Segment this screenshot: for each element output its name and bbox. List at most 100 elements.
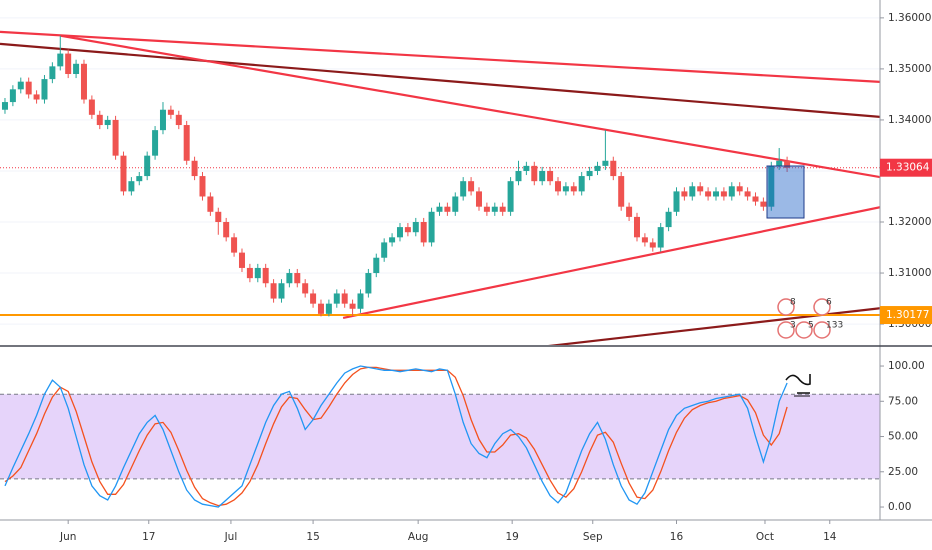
candle-body xyxy=(381,242,388,258)
price-label-box xyxy=(880,306,932,325)
event-count: 5 xyxy=(808,321,814,331)
y-tick-label: 0.00 xyxy=(888,501,911,513)
candle-body xyxy=(736,186,743,192)
price-label-box xyxy=(880,158,932,177)
trend-line xyxy=(0,30,880,84)
x-tick-label: 17 xyxy=(142,531,155,543)
candle-body xyxy=(144,155,151,177)
candle-body xyxy=(689,186,696,197)
stochastic-pane xyxy=(0,365,880,508)
candle-body xyxy=(207,196,214,212)
event-count: 6 xyxy=(826,298,832,308)
candle-body xyxy=(310,293,317,304)
candle-body xyxy=(697,186,704,192)
candle-body xyxy=(57,53,64,67)
x-tick-label: 15 xyxy=(306,531,319,543)
candle-body xyxy=(333,293,340,304)
candle-body xyxy=(570,186,577,192)
x-tick-label: Oct xyxy=(756,531,774,543)
candle-body xyxy=(373,257,380,274)
candle-body xyxy=(618,176,625,207)
candle-body xyxy=(412,222,419,233)
candle-body xyxy=(112,119,119,156)
candle-body xyxy=(507,181,514,212)
event-marker xyxy=(777,321,795,339)
x-tick-label: Jul xyxy=(224,531,238,543)
candle-body xyxy=(25,81,32,95)
candle-body xyxy=(231,237,238,253)
stochastic-line xyxy=(4,366,788,507)
candle-body xyxy=(452,196,459,212)
event-marker xyxy=(813,321,831,339)
candle-body xyxy=(152,130,159,156)
y-tick-label: 1.36000 xyxy=(888,12,931,24)
price-label: 1.30177 xyxy=(886,309,929,321)
candle-body xyxy=(341,293,348,304)
candle-body xyxy=(626,206,633,217)
candle-body xyxy=(286,273,293,284)
event-marker xyxy=(795,321,813,339)
candle-body xyxy=(278,283,285,299)
candle-body xyxy=(254,267,261,279)
event-marker xyxy=(777,298,795,316)
candle-body xyxy=(460,181,467,197)
y-tick-label: 1.32000 xyxy=(888,216,931,228)
event-count: 3 xyxy=(790,321,796,331)
candle-body xyxy=(602,160,609,166)
candle-body xyxy=(483,206,490,212)
x-tick-label: 14 xyxy=(823,531,837,543)
candle-body xyxy=(547,170,554,182)
candle-body xyxy=(159,109,166,131)
candle-body xyxy=(357,293,364,309)
y-tick-label: 1.34000 xyxy=(888,114,931,126)
candle-body xyxy=(539,170,546,182)
candle-body xyxy=(586,170,593,177)
candle-body xyxy=(104,119,111,126)
candle-body xyxy=(41,79,48,100)
x-tick-label: Sep xyxy=(583,531,603,543)
y-tick-label: 100.00 xyxy=(888,360,925,372)
candle-body xyxy=(468,181,475,192)
candle-body xyxy=(136,176,143,182)
event-count: 133 xyxy=(826,321,843,331)
y-tick-label: 1.35000 xyxy=(888,63,931,75)
candle-body xyxy=(523,165,530,171)
candle-body xyxy=(302,283,309,294)
trend-line xyxy=(0,42,880,118)
candle-body xyxy=(760,201,767,207)
candle-body xyxy=(96,114,103,126)
candle-body xyxy=(665,211,672,228)
candle-body xyxy=(33,94,40,100)
candle-body xyxy=(88,99,95,115)
candle-body xyxy=(349,303,356,309)
y-tick-label: 75.00 xyxy=(888,395,918,407)
candle-body xyxy=(65,53,72,75)
candle-body xyxy=(649,242,656,248)
candle-body xyxy=(1,102,8,110)
position-box xyxy=(766,165,805,219)
candle-body xyxy=(641,237,648,243)
candle-body xyxy=(491,206,498,212)
drawing-annotation xyxy=(785,374,811,394)
candle-body xyxy=(317,303,324,314)
candle-body xyxy=(365,273,372,294)
candle-body xyxy=(475,191,482,207)
candle-body xyxy=(167,109,174,115)
x-tick-label: 16 xyxy=(670,531,684,543)
candle-body xyxy=(199,176,206,197)
candle-body xyxy=(191,160,198,177)
candle-body xyxy=(594,165,601,171)
candle-body xyxy=(246,267,253,279)
candle-body xyxy=(768,165,775,207)
candle-body xyxy=(223,222,230,238)
candle-body xyxy=(610,160,617,177)
price-pane: 8 6 3 5 133 xyxy=(0,17,880,345)
candle-body xyxy=(752,196,759,202)
candle-body xyxy=(262,267,269,284)
candle-body xyxy=(396,227,403,238)
candle-body xyxy=(673,191,680,212)
trend-line xyxy=(60,34,880,179)
candle-body xyxy=(705,191,712,197)
candle-body xyxy=(657,227,664,248)
